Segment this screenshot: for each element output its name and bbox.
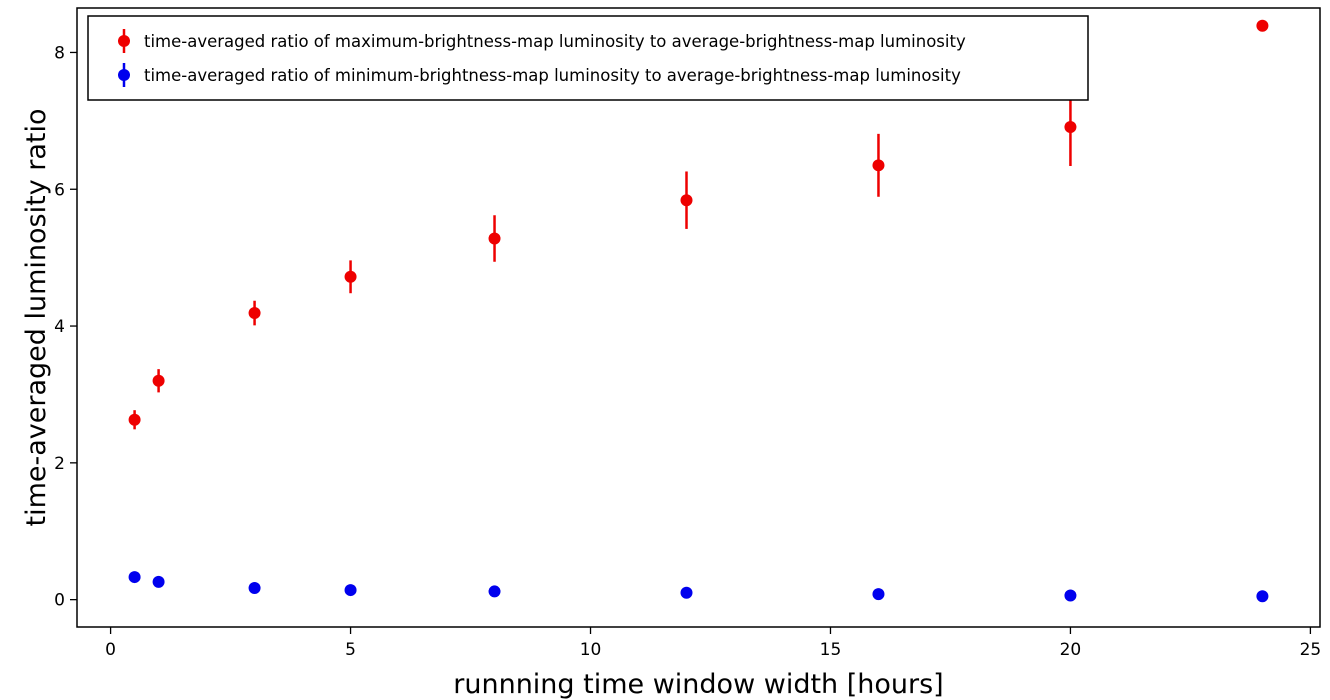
- legend-box: [87, 15, 1089, 101]
- y-tick-label-2: 4: [54, 317, 65, 337]
- data-point-s0-0: [128, 413, 141, 426]
- legend-label-0: time-averaged ratio of maximum-brightnes…: [144, 32, 966, 51]
- data-point-s0-7: [1064, 121, 1077, 134]
- x-tick-label-4: 20: [1060, 640, 1082, 660]
- x-tick-label-2: 10: [580, 640, 602, 660]
- data-point-s0-8: [1256, 19, 1269, 32]
- legend: time-averaged ratio of maximum-brightnes…: [87, 15, 1089, 101]
- data-point-s1-2: [248, 582, 261, 595]
- data-point-s0-3: [344, 270, 357, 283]
- data-point-s1-6: [872, 588, 885, 601]
- data-point-s1-3: [344, 584, 357, 597]
- x-axis-title: runnning time window width [hours]: [453, 669, 943, 700]
- y-tick-label-1: 2: [54, 454, 65, 474]
- data-point-s1-1: [152, 575, 165, 588]
- x-tick-label-0: 0: [105, 640, 116, 660]
- data-point-s1-8: [1256, 590, 1269, 603]
- data-point-s0-4: [488, 232, 501, 245]
- data-point-s0-5: [680, 194, 693, 207]
- plot-area: [128, 19, 1269, 603]
- axes: 0 5 10 15 20 25 0 2 4 6 8: [54, 7, 1322, 660]
- data-point-s0-1: [152, 374, 165, 387]
- legend-marker-1: [118, 69, 130, 81]
- x-tick-label-5: 25: [1300, 640, 1322, 660]
- data-point-s1-7: [1064, 589, 1077, 602]
- data-point-s1-4: [488, 585, 501, 598]
- plot-frame: [76, 7, 1321, 628]
- y-tick-label-0: 0: [54, 591, 65, 611]
- legend-marker-0: [118, 35, 130, 47]
- x-tick-label-1: 5: [345, 640, 356, 660]
- y-tick-label-3: 6: [54, 180, 65, 200]
- data-point-s1-0: [128, 571, 141, 584]
- data-point-s1-5: [680, 586, 693, 599]
- data-point-s0-2: [248, 307, 261, 320]
- x-tick-label-3: 15: [820, 640, 842, 660]
- legend-label-1: time-averaged ratio of minimum-brightnes…: [144, 66, 961, 85]
- data-point-s0-6: [872, 159, 885, 172]
- y-axis-title: time-averaged luminosity ratio: [21, 108, 52, 526]
- y-tick-label-4: 8: [54, 43, 65, 63]
